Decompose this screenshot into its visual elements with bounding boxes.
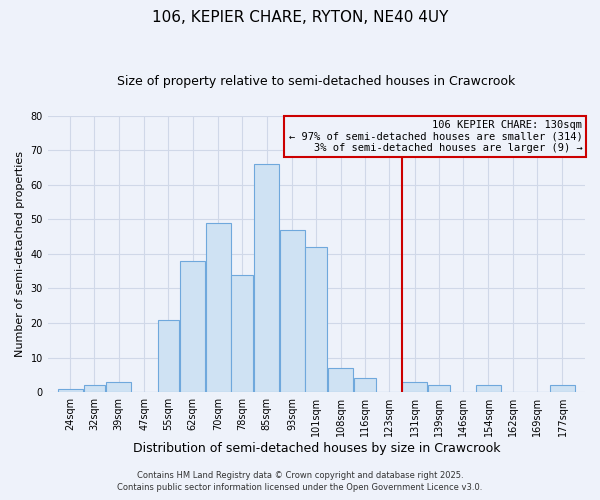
Text: 106 KEPIER CHARE: 130sqm
← 97% of semi-detached houses are smaller (314)
3% of s: 106 KEPIER CHARE: 130sqm ← 97% of semi-d…	[289, 120, 583, 153]
Bar	[232, 274, 253, 392]
Text: Contains HM Land Registry data © Crown copyright and database right 2025.
Contai: Contains HM Land Registry data © Crown c…	[118, 471, 482, 492]
Bar	[206, 223, 231, 392]
Bar	[328, 368, 353, 392]
Bar	[83, 386, 106, 392]
Bar	[550, 386, 575, 392]
X-axis label: Distribution of semi-detached houses by size in Crawcrook: Distribution of semi-detached houses by …	[133, 442, 500, 455]
Title: Size of property relative to semi-detached houses in Crawcrook: Size of property relative to semi-detach…	[117, 75, 515, 88]
Bar	[476, 386, 501, 392]
Bar	[402, 382, 427, 392]
Bar	[428, 386, 449, 392]
Y-axis label: Number of semi-detached properties: Number of semi-detached properties	[15, 151, 25, 357]
Bar	[254, 164, 279, 392]
Bar	[58, 389, 83, 392]
Bar	[106, 382, 131, 392]
Text: 106, KEPIER CHARE, RYTON, NE40 4UY: 106, KEPIER CHARE, RYTON, NE40 4UY	[152, 10, 448, 25]
Bar	[180, 261, 205, 392]
Bar	[305, 247, 328, 392]
Bar	[158, 320, 179, 392]
Bar	[280, 230, 305, 392]
Bar	[354, 378, 376, 392]
